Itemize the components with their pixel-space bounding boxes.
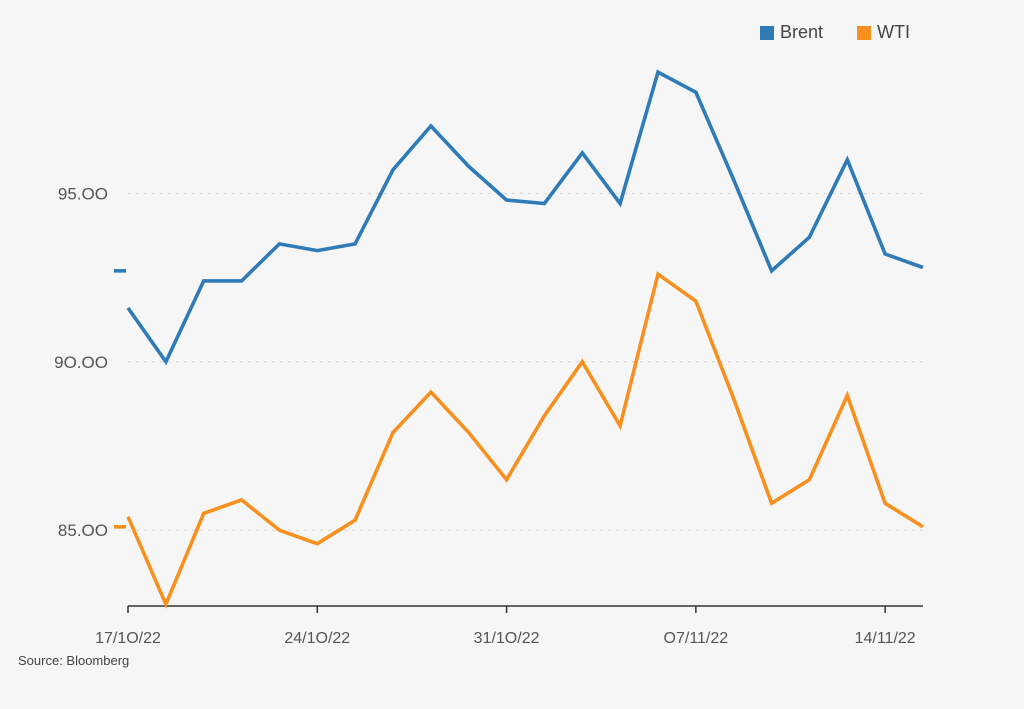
- x-tick-label: O7/11/22: [664, 630, 729, 647]
- legend-item-wti: WTI: [857, 22, 910, 43]
- legend-label-wti: WTI: [877, 22, 911, 42]
- legend: Brent WTI: [760, 22, 944, 43]
- source-note: Source: Bloomberg: [18, 653, 130, 668]
- series-line-wti: [126, 271, 924, 609]
- legend-label-brent: Brent: [780, 22, 824, 42]
- y-axis-tick-labels: 85.OO 9O.OO 95.OO: [54, 184, 108, 540]
- legend-swatch-brent: [760, 25, 774, 40]
- x-axis: 17/1O/22 24/1O/22 31/1O/22 O7/11/22 14/11/22: [95, 605, 923, 647]
- y-tick-label: 95.OO: [58, 184, 108, 203]
- x-tick-label: 17/1O/22: [95, 630, 161, 647]
- series-line-brent: [126, 69, 924, 366]
- legend-item-brent: Brent: [760, 22, 823, 43]
- x-tick-label: 31/1O/22: [474, 630, 540, 647]
- x-tick-label: 14/11/22: [855, 630, 916, 647]
- grid-lines: [128, 192, 928, 531]
- x-tick-label: 24/1O/22: [284, 630, 350, 647]
- y-tick-label: 85.OO: [58, 521, 108, 540]
- legend-swatch-wti: [857, 25, 872, 40]
- series-lines: [114, 69, 924, 609]
- y-tick-label: 9O.OO: [54, 353, 108, 372]
